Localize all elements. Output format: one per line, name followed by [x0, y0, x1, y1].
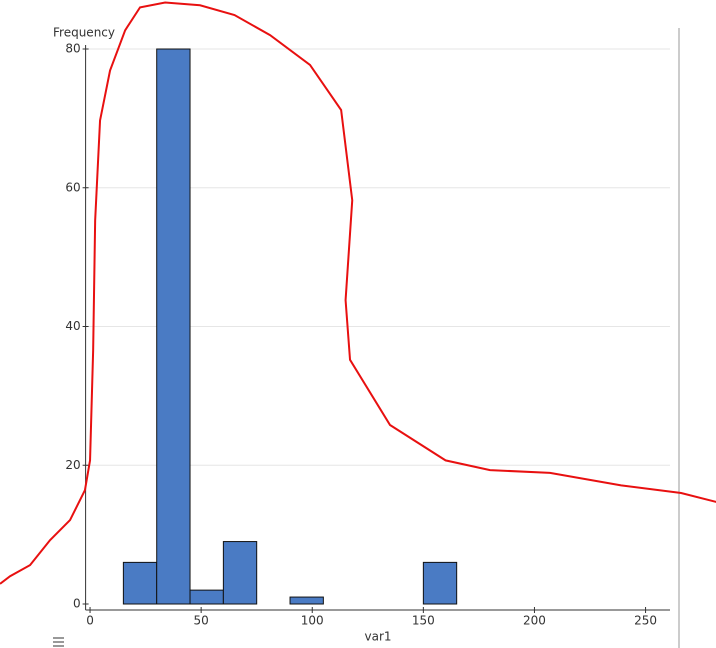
y-tick-label: 0 [73, 597, 81, 611]
bar [156, 48, 191, 605]
bar [422, 561, 458, 605]
x-tick-label: 250 [634, 614, 657, 628]
x-tick-label: 0 [86, 614, 94, 628]
bar [222, 541, 258, 605]
x-axis-label: var1 [364, 630, 391, 644]
bar [122, 561, 158, 605]
bar [189, 589, 224, 605]
y-tick-label: 80 [65, 42, 80, 56]
x-tick-label: 150 [412, 614, 435, 628]
menu-icon[interactable] [53, 637, 64, 647]
x-tick-label: 200 [523, 614, 546, 628]
bar [289, 596, 324, 605]
y-tick-label: 60 [65, 180, 80, 194]
x-tick-label: 100 [301, 614, 324, 628]
x-tick-label: 50 [194, 614, 209, 628]
y-tick-label: 20 [65, 458, 80, 472]
density-curve [0, 1, 716, 585]
y-axis-label: Frequency [53, 26, 115, 40]
y-tick-label: 40 [65, 319, 80, 333]
